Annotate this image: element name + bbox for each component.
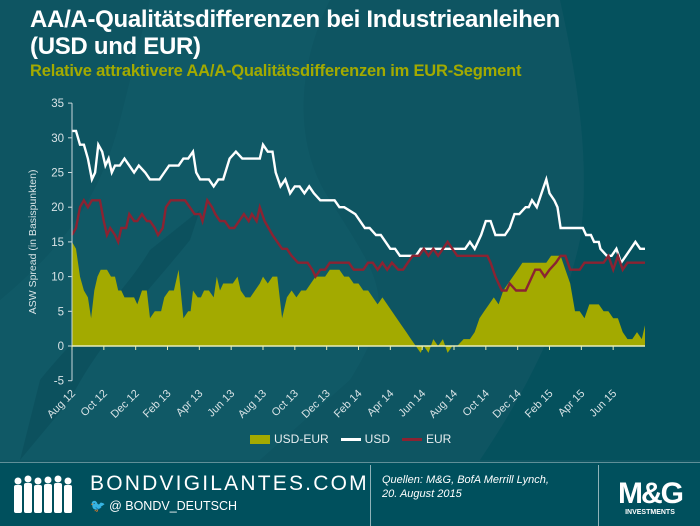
x-tick-label: Jun 15	[587, 388, 619, 420]
y-axis-label: ASW Spread (in Basispunkten)	[27, 170, 39, 315]
title-line-2: (USD und EUR)	[30, 33, 201, 60]
x-tick-label: Oct 13	[270, 388, 301, 419]
x-tick-label: Jun 13	[205, 388, 237, 420]
legend: USD-EUR USD EUR	[250, 432, 463, 446]
legend-swatch-usd	[340, 437, 361, 441]
chart-subtitle: Relative attraktivere AA/A-Qualitätsdiff…	[30, 62, 522, 80]
y-tick-label: 5	[58, 306, 64, 318]
x-tick-label: Feb 15	[523, 388, 556, 421]
y-tick-label: 15	[51, 237, 64, 249]
twitter-bird-icon: 🐦	[90, 499, 106, 513]
y-tick-label: 30	[51, 133, 64, 145]
x-tick-label: Apr 14	[365, 388, 396, 419]
series-line-usd	[72, 129, 645, 266]
logo-text: M&G	[618, 477, 683, 510]
x-tick-label: Aug 14	[427, 388, 460, 421]
x-tick-label: Dec 12	[109, 388, 142, 421]
twitter-handle[interactable]: 🐦 @ BONDV_DEUTSCH	[90, 499, 237, 514]
y-tick-label: 35	[51, 98, 64, 110]
legend-label-usd-eur: USD-EUR	[274, 432, 329, 446]
x-tick-label: Dec 14	[491, 388, 524, 421]
source-note: Quellen: M&G, BofA Merrill Lynch, 20. Au…	[382, 473, 549, 501]
x-tick-label: Aug 13	[236, 388, 269, 421]
y-tick-label: 0	[58, 341, 64, 353]
x-tick-label: Feb 13	[141, 388, 174, 421]
legend-item-usd-eur: USD-EUR	[250, 432, 329, 446]
footer-divider	[598, 465, 599, 526]
legend-item-eur: EUR	[402, 432, 451, 446]
y-tick-label: 10	[51, 272, 64, 284]
legend-label-eur: EUR	[426, 432, 452, 446]
legend-label-usd: USD	[364, 432, 391, 446]
source-line-2: 20. August 2015	[382, 488, 462, 500]
legend-item-usd: USD	[340, 432, 391, 446]
mg-investments-logo: M&G INVESTMENTS	[618, 477, 685, 516]
x-tick-label: Oct 12	[79, 388, 110, 419]
y-tick-label: 20	[51, 202, 64, 214]
y-tick-label: 25	[51, 168, 64, 180]
x-tick-label: Feb 14	[332, 388, 365, 421]
legend-swatch-usd-eur	[250, 434, 270, 444]
twitter-handle-text: BONDV_DEUTSCH	[125, 499, 238, 513]
x-tick-label: Apr 13	[174, 388, 205, 419]
legend-swatch-eur	[402, 437, 423, 441]
title-line-1: AA/A-Qualitätsdifferenzen bei Industriea…	[30, 6, 560, 33]
x-tick-label: Oct 14	[461, 388, 492, 419]
x-tick-label: Jun 14	[396, 388, 428, 420]
footer-divider	[370, 465, 371, 526]
x-tick-label: Apr 15	[556, 388, 587, 419]
team-silhouette-icon	[14, 475, 72, 513]
x-tick-label: Aug 12	[45, 388, 78, 421]
chart-plot: 35 30 25 20 15 10 5 0 -5 ASW Spread (in Basispunk…	[27, 98, 645, 421]
chart-title: AA/A-Qualitätsdifferenzen bei Industriea…	[30, 6, 690, 60]
logo-subtext: INVESTMENTS	[625, 509, 675, 516]
footer: BONDVIGILANTES.COM 🐦 @ BONDV_DEUTSCH Que…	[0, 462, 700, 526]
series-line-eur	[70, 197, 645, 292]
website-link[interactable]: BONDVIGILANTES.COM	[90, 472, 369, 495]
source-line-1: Quellen: M&G, BofA Merrill Lynch,	[382, 474, 549, 486]
x-tick-label: Dec 13	[300, 388, 333, 421]
at-symbol: @	[109, 499, 122, 513]
series-area-usd-eur	[72, 241, 645, 353]
y-tick-label: -5	[54, 376, 64, 388]
